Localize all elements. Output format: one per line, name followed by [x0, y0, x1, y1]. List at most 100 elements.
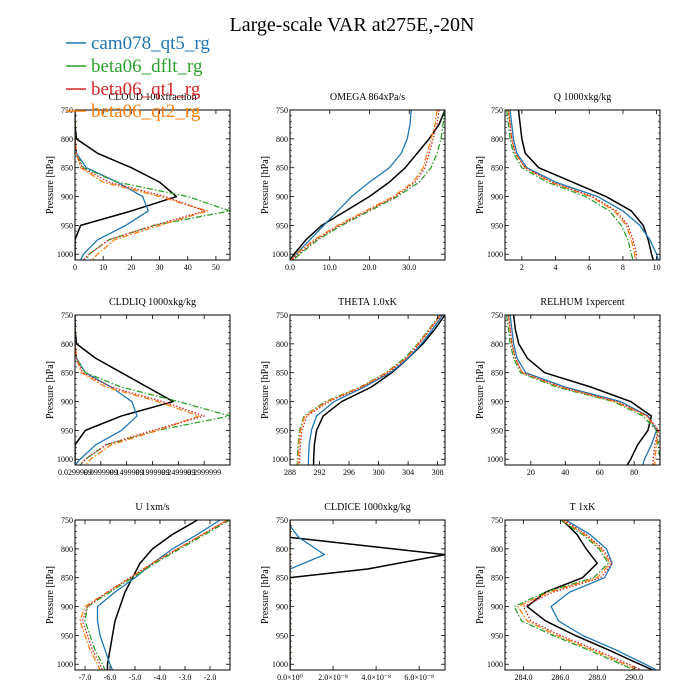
y-tick-label: 1000 — [57, 660, 73, 669]
y-axis-label: Pressure [hPa] — [475, 361, 486, 419]
x-tick-label: 304 — [402, 468, 414, 477]
series-line — [307, 315, 444, 465]
chart-panel: Q 1000xkg/kg 750 800 850 900 950 1000 2 4 6 8 10 Pre… — [475, 92, 661, 272]
x-tick-label: 20 — [527, 468, 535, 477]
y-tick-label: 750 — [491, 311, 503, 320]
y-tick-label: 850 — [491, 369, 503, 378]
panel-grid: CLOUD 100xfraction7508008509009501000010… — [45, 92, 661, 682]
y-tick-label: 750 — [276, 516, 288, 525]
y-axis-label: Pressure [hPa] — [260, 156, 271, 214]
series-line — [517, 110, 654, 260]
y-tick-label: 950 — [491, 221, 503, 230]
chart-panel: OMEGA 864xPa/s 750 800 850 900 950 1000 0.0 10.0… — [260, 92, 446, 272]
series-line — [75, 110, 209, 260]
x-tick-label: -2.0 — [204, 673, 217, 682]
y-tick-label: 750 — [61, 516, 73, 525]
chart-panel: U 1xm/s 750 800 850 900 950 1000 -7.0 -6.0 -5.0 -4… — [45, 502, 231, 682]
series-line — [75, 315, 200, 465]
series-line — [81, 520, 228, 670]
x-tick-label: 8 — [621, 263, 625, 272]
series-line — [517, 520, 639, 670]
series-group — [296, 315, 445, 465]
chart-panel: RELHUM 1xpercent 750 800 850 900 950 1000 20 40 6… — [475, 297, 661, 477]
series-line — [526, 520, 653, 670]
plot-frame — [74, 519, 231, 671]
panel-title: CLDICE 1000xkg/kg — [324, 502, 410, 513]
y-tick-label: 1000 — [57, 455, 73, 464]
y-axis-label: Pressure [hPa] — [45, 361, 56, 419]
x-tick-label: 0.2999999 — [187, 468, 221, 477]
series-line — [75, 110, 178, 260]
series-group — [290, 520, 445, 670]
y-tick-label: 750 — [276, 106, 288, 115]
x-tick-label: 10 — [653, 263, 661, 272]
y-tick-label: 900 — [276, 193, 288, 202]
x-tick-label: -3.0 — [179, 673, 192, 682]
y-tick-label: 1000 — [272, 660, 288, 669]
series-line — [96, 520, 221, 670]
y-tick-label: 900 — [276, 603, 288, 612]
x-tick-label: 30.0 — [402, 263, 416, 272]
series-line — [512, 315, 653, 465]
series-line — [75, 110, 206, 260]
figure-title: Large-scale VAR at275E,-20N — [230, 14, 475, 36]
x-tick-label: 20.0 — [362, 263, 376, 272]
y-tick-label: 950 — [61, 221, 73, 230]
y-tick-label: 900 — [61, 603, 73, 612]
y-axis-label: Pressure [hPa] — [260, 361, 271, 419]
x-tick-label: -7.0 — [79, 673, 92, 682]
y-tick-label: 850 — [491, 164, 503, 173]
y-tick-label: 950 — [491, 426, 503, 435]
series-group — [75, 110, 230, 260]
plot-frame — [504, 109, 661, 261]
panel-title: RELHUM 1xpercent — [540, 297, 624, 308]
series-line — [296, 315, 441, 465]
series-line — [312, 315, 445, 465]
x-tick-label: 40 — [561, 468, 569, 477]
series-line — [75, 315, 174, 465]
series-group — [290, 110, 445, 260]
panel-title: THETA 1.0xK — [338, 297, 397, 308]
series-line — [290, 110, 438, 260]
x-tick-label: 296 — [343, 468, 355, 477]
x-tick-label: -6.0 — [104, 673, 117, 682]
legend-label: beta06_qt2_rg — [91, 101, 201, 122]
series-line — [509, 315, 658, 465]
plot-frame — [289, 519, 446, 671]
series-line — [290, 110, 445, 260]
y-tick-label: 1000 — [487, 660, 503, 669]
x-tick-label: 284.0 — [514, 673, 532, 682]
x-tick-label: -4.0 — [154, 673, 167, 682]
y-tick-label: 800 — [276, 340, 288, 349]
x-tick-label: 20 — [127, 263, 135, 272]
series-line — [298, 315, 442, 465]
legend-label: beta06_qt1_rg — [91, 79, 201, 100]
y-tick-label: 850 — [61, 164, 73, 173]
y-tick-label: 950 — [276, 631, 288, 640]
x-tick-label: 50 — [212, 263, 220, 272]
x-tick-label: 10 — [99, 263, 107, 272]
y-tick-label: 950 — [61, 426, 73, 435]
series-group — [79, 520, 230, 670]
series-line — [79, 520, 228, 670]
y-tick-label: 800 — [61, 340, 73, 349]
y-tick-label: 900 — [491, 398, 503, 407]
series-group — [506, 315, 660, 465]
y-tick-label: 850 — [276, 369, 288, 378]
y-axis-label: Pressure [hPa] — [260, 566, 271, 624]
series-line — [75, 110, 230, 260]
y-tick-label: 1000 — [487, 455, 503, 464]
chart-panel: CLOUD 100xfraction7508008509009501000010… — [45, 92, 231, 272]
y-tick-label: 750 — [276, 311, 288, 320]
y-tick-label: 900 — [276, 398, 288, 407]
y-tick-label: 850 — [276, 164, 288, 173]
series-line — [507, 110, 638, 260]
series-line — [75, 110, 149, 260]
series-line — [506, 110, 634, 260]
x-tick-label: 6 — [587, 263, 591, 272]
series-group — [75, 315, 230, 465]
series-line — [292, 110, 445, 260]
y-tick-label: 1000 — [272, 455, 288, 464]
x-tick-label: 30 — [156, 263, 164, 272]
